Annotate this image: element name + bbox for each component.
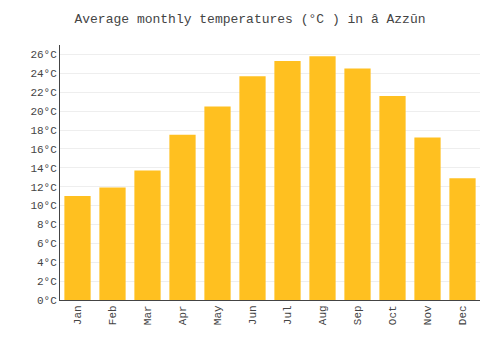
svg-text:10°C: 10°C: [30, 200, 57, 212]
svg-text:2°C: 2°C: [37, 276, 57, 288]
svg-text:Average monthly temperatures (: Average monthly temperatures (°C ) in â …: [74, 12, 425, 27]
svg-text:Oct: Oct: [387, 305, 399, 325]
svg-text:12°C: 12°C: [30, 182, 57, 194]
svg-text:Jun: Jun: [247, 305, 259, 325]
svg-text:Sep: Sep: [352, 305, 364, 325]
svg-text:Aug: Aug: [317, 305, 329, 325]
svg-text:Jan: Jan: [72, 305, 84, 325]
svg-text:Feb: Feb: [107, 305, 119, 325]
svg-text:6°C: 6°C: [37, 238, 57, 250]
svg-text:Apr: Apr: [177, 305, 189, 325]
svg-text:Dec: Dec: [457, 305, 469, 325]
svg-text:8°C: 8°C: [37, 219, 57, 231]
svg-text:22°C: 22°C: [30, 87, 57, 99]
svg-text:Mar: Mar: [142, 305, 154, 325]
svg-text:0°C: 0°C: [37, 295, 57, 307]
svg-text:14°C: 14°C: [30, 163, 57, 175]
svg-text:May: May: [212, 305, 224, 325]
svg-text:Jul: Jul: [282, 305, 294, 325]
svg-text:20°C: 20°C: [30, 106, 57, 118]
svg-text:26°C: 26°C: [30, 49, 57, 61]
svg-text:18°C: 18°C: [30, 125, 57, 137]
svg-text:16°C: 16°C: [30, 144, 57, 156]
svg-text:24°C: 24°C: [30, 68, 57, 80]
svg-text:4°C: 4°C: [37, 257, 57, 269]
svg-text:Nov: Nov: [422, 305, 434, 325]
